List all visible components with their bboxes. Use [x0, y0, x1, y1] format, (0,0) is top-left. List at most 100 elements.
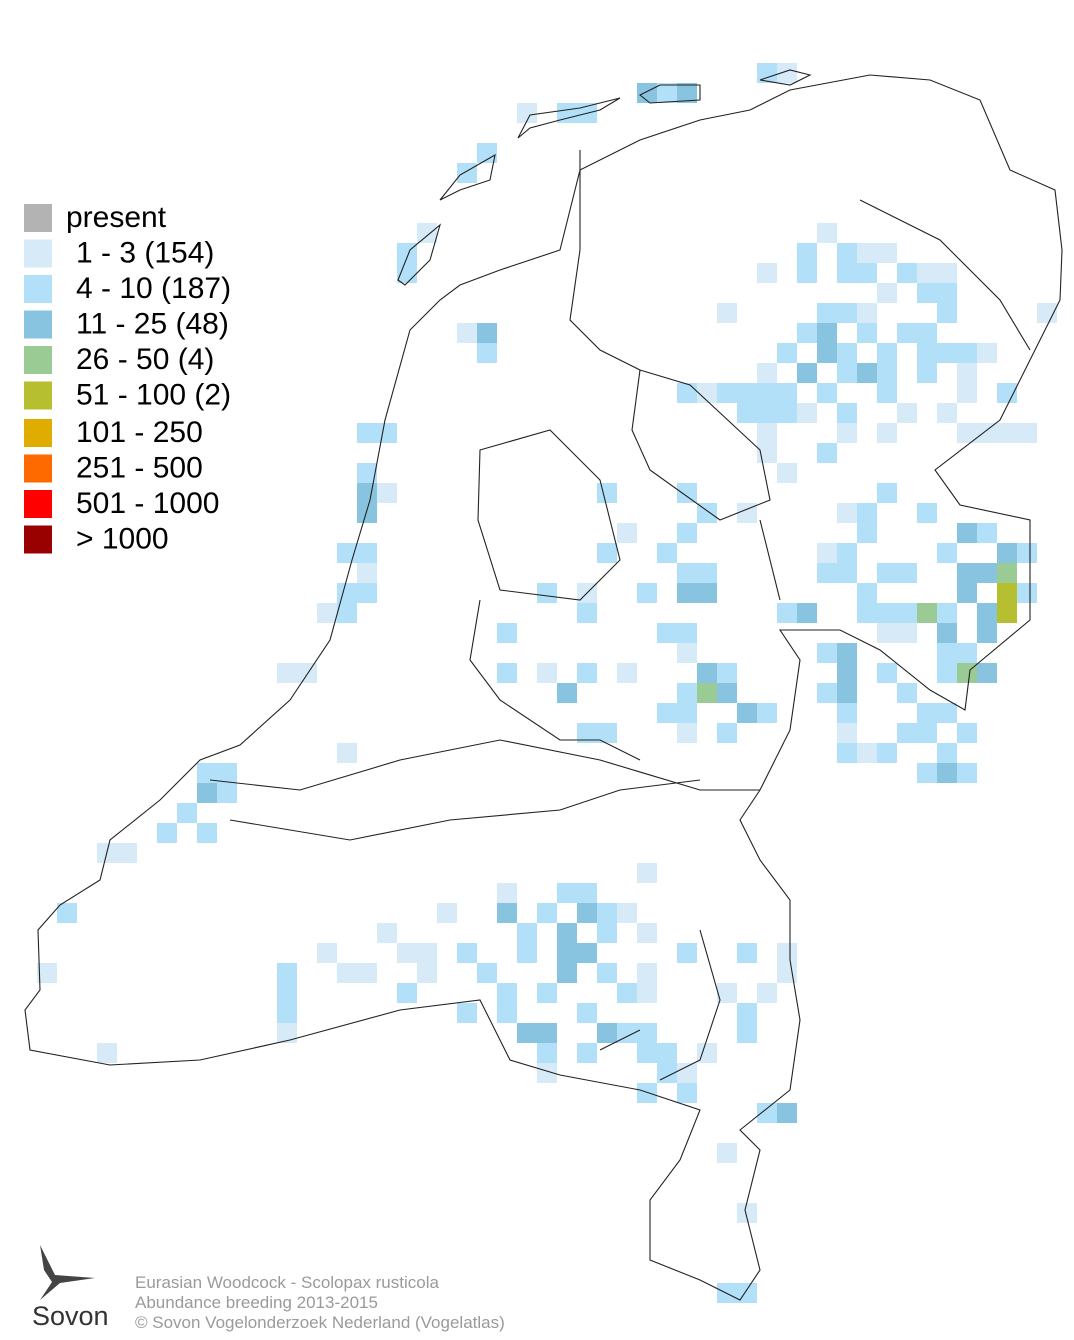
grid-cell — [957, 643, 977, 663]
grid-cell — [57, 903, 77, 923]
grid-cell — [477, 323, 497, 343]
grid-cell — [357, 423, 377, 443]
grid-cell — [677, 943, 697, 963]
grid-cell — [697, 583, 717, 603]
grid-cell — [717, 663, 737, 683]
grid-cell — [357, 963, 377, 983]
grid-cell — [817, 323, 837, 343]
grid-cell — [997, 543, 1017, 563]
grid-cell — [837, 363, 857, 383]
grid-cell — [217, 763, 237, 783]
grid-cell — [337, 543, 357, 563]
grid-cell — [277, 1023, 297, 1043]
grid-cell — [757, 363, 777, 383]
grid-cell — [477, 963, 497, 983]
grid-cell — [657, 1063, 677, 1083]
grid-cell — [977, 423, 997, 443]
grid-cell — [1017, 423, 1037, 443]
island — [638, 84, 701, 104]
grid-cell — [917, 263, 937, 283]
grid-cell — [477, 343, 497, 363]
grid-cell — [837, 723, 857, 743]
grid-cell — [457, 943, 477, 963]
grid-cell — [577, 723, 597, 743]
grid-cell — [997, 603, 1017, 623]
grid-cell — [997, 383, 1017, 403]
island — [397, 223, 442, 286]
grid-cell — [837, 243, 857, 263]
grid-cell — [897, 403, 917, 423]
grid-cell — [277, 983, 297, 1003]
grid-cell — [917, 763, 937, 783]
grid-cell — [1037, 303, 1057, 323]
legend-label: present — [66, 201, 167, 234]
grid-cell — [957, 343, 977, 363]
grid-cell — [617, 663, 637, 683]
grid-cell — [817, 303, 837, 323]
grid-cell — [697, 503, 717, 523]
grid-cell — [857, 743, 877, 763]
grid-cell — [477, 143, 497, 163]
grid-cell — [977, 563, 997, 583]
grid-cell — [677, 583, 697, 603]
grid-cell — [617, 903, 637, 923]
grid-cell — [917, 343, 937, 363]
grid-cell — [557, 103, 577, 123]
grid-cell — [37, 963, 57, 983]
island — [517, 97, 621, 139]
grid-cell — [777, 943, 797, 963]
grid-cell — [877, 283, 897, 303]
grid-cell — [597, 923, 617, 943]
grid-cell — [937, 663, 957, 683]
grid-cell — [977, 343, 997, 363]
grid-cell — [737, 703, 757, 723]
grid-cell — [517, 943, 537, 963]
grid-cell — [197, 763, 217, 783]
grid-cell — [877, 363, 897, 383]
grid-cell — [157, 823, 177, 843]
grid-cell — [877, 563, 897, 583]
grid-cell — [677, 523, 697, 543]
legend-label: 26 - 50 (4) — [76, 343, 214, 376]
grid-cell — [537, 1023, 557, 1043]
grid-cell — [197, 823, 217, 843]
grid-cell — [597, 483, 617, 503]
grid-cell — [937, 763, 957, 783]
grid-cell — [777, 1103, 797, 1123]
grid-cell — [677, 683, 697, 703]
grid-cell — [757, 383, 777, 403]
grid-cell — [677, 383, 697, 403]
grid-cell — [597, 723, 617, 743]
grid-cell — [837, 743, 857, 763]
grid-cell — [757, 983, 777, 1003]
grid-cell — [997, 423, 1017, 443]
grid-cell — [217, 783, 237, 803]
grid-cell — [917, 723, 937, 743]
grid-cell — [497, 623, 517, 643]
grid-cell — [957, 583, 977, 603]
legend-swatch — [24, 204, 52, 232]
grid-cell — [637, 583, 657, 603]
grid-cell — [937, 283, 957, 303]
grid-cell — [817, 383, 837, 403]
grid-cell — [617, 983, 637, 1003]
grid-cell — [917, 603, 937, 623]
grid-cell — [757, 1103, 777, 1123]
grid-cell — [517, 103, 537, 123]
grid-cell — [857, 363, 877, 383]
legend-label: 101 - 250 — [76, 416, 203, 449]
grid-cell — [977, 663, 997, 683]
grid-cell — [897, 323, 917, 343]
grid-cell — [637, 83, 657, 103]
grid-cell — [577, 883, 597, 903]
grid-cell — [857, 263, 877, 283]
grid-cell — [977, 523, 997, 543]
country-border — [24, 74, 1063, 1301]
grid-cell — [777, 463, 797, 483]
legend-swatch — [24, 346, 52, 374]
grid-cell — [777, 603, 797, 623]
grid-cell — [737, 943, 757, 963]
grid-cell — [657, 623, 677, 643]
grid-cell — [597, 903, 617, 923]
grid-cell — [837, 643, 857, 663]
